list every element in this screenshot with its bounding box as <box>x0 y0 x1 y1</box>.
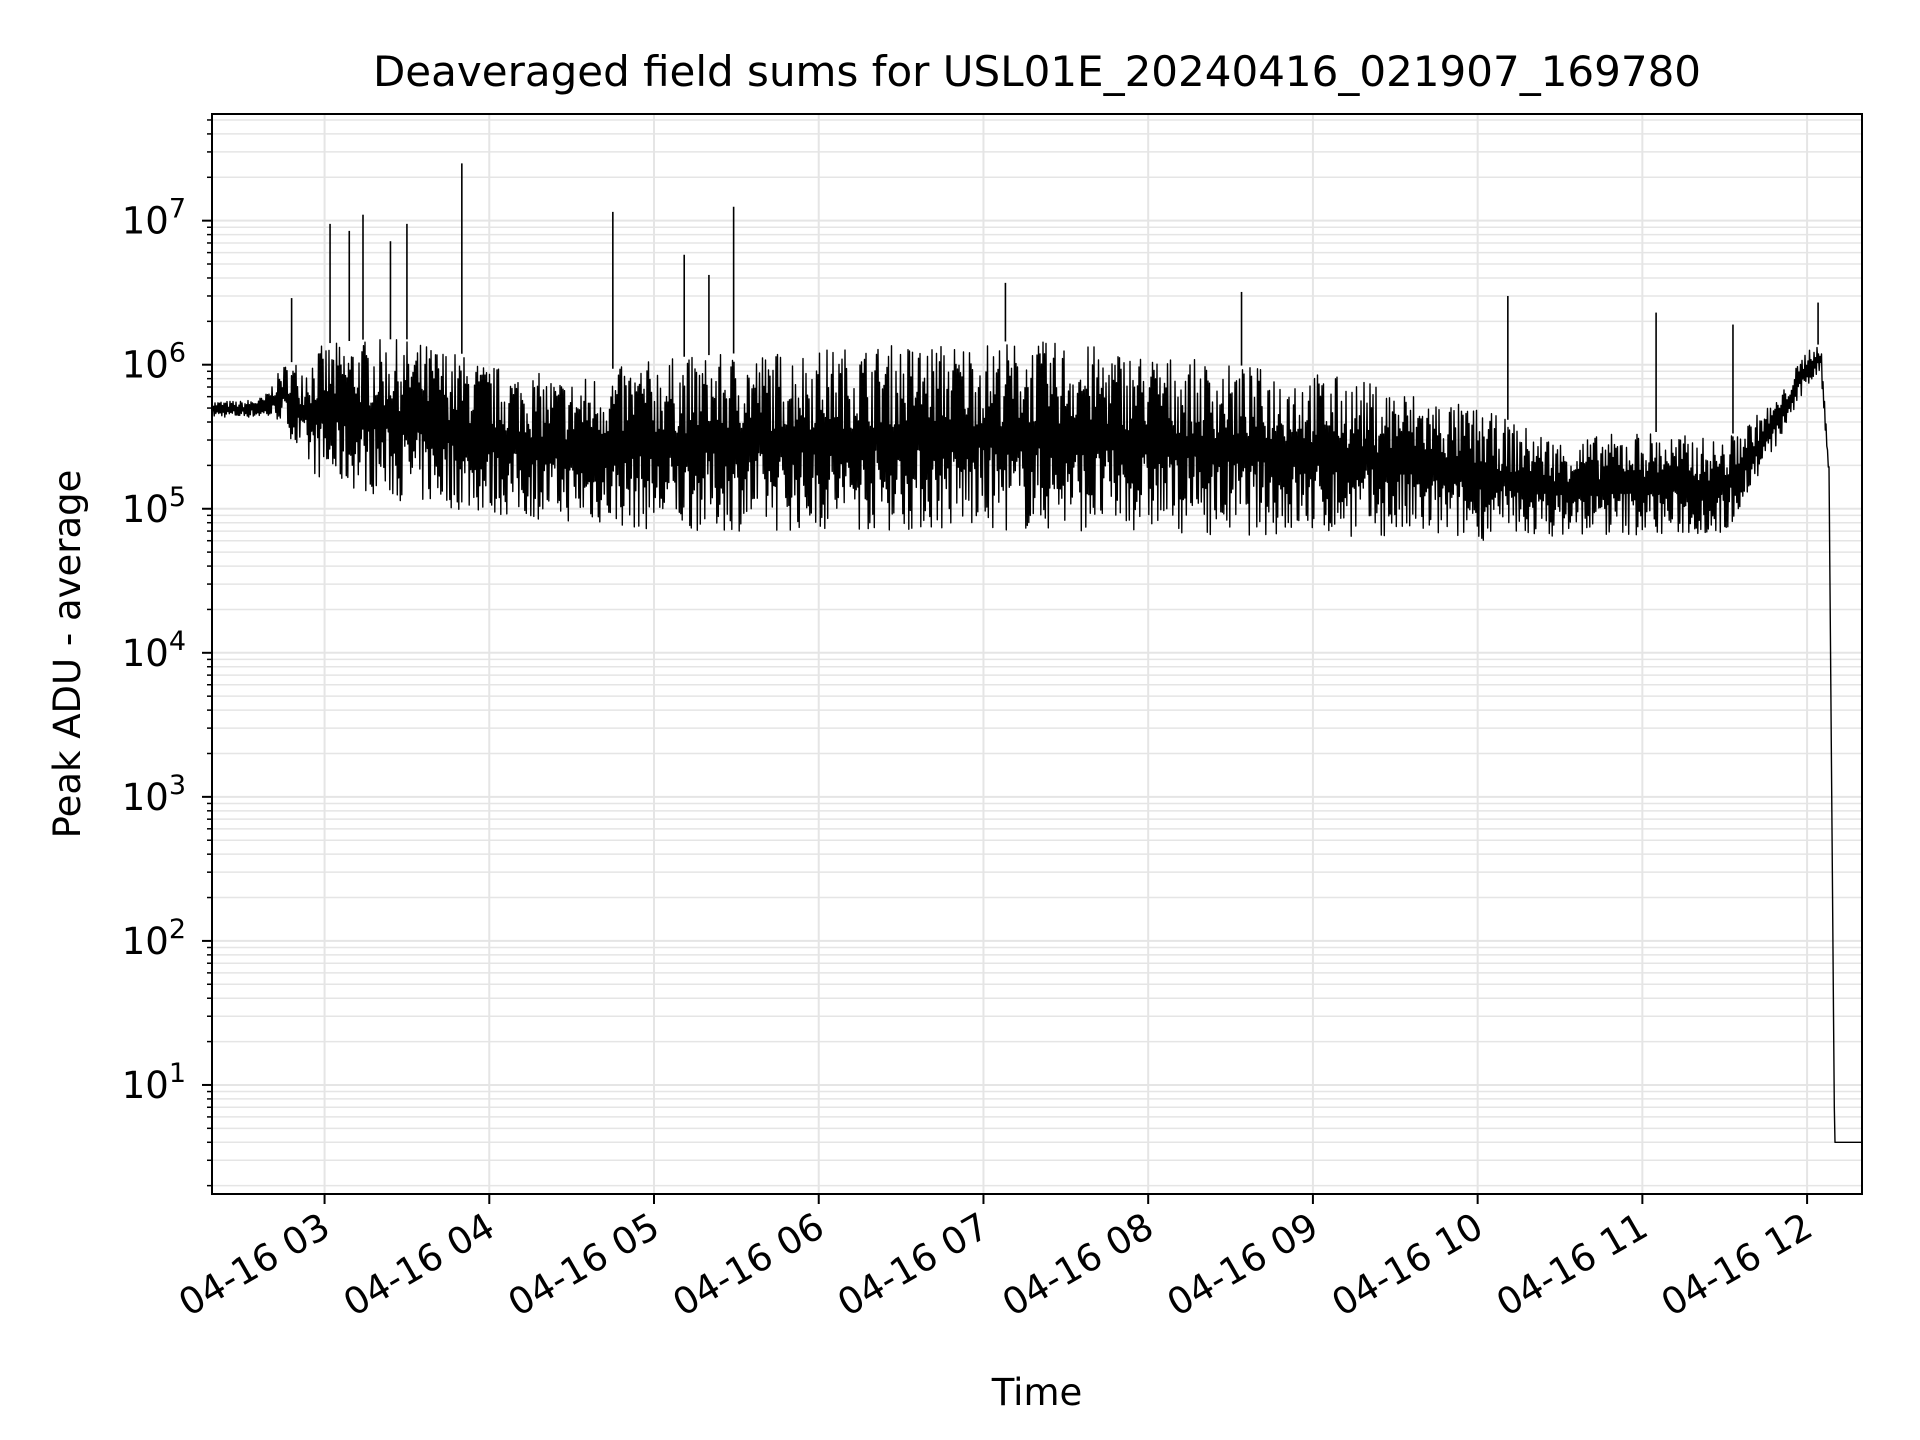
y-tick-label: 104 <box>122 626 186 675</box>
x-tick-label: 04-16 11 <box>1489 1205 1655 1325</box>
y-axis: 101 102 103 104 105 106 107 <box>122 119 212 1187</box>
x-axis-label: Time <box>991 1371 1083 1414</box>
x-tick-label: 04-16 04 <box>336 1205 502 1325</box>
grid <box>212 114 1862 1194</box>
y-tick-label: 103 <box>122 770 186 819</box>
y-tick-label: 107 <box>122 194 186 243</box>
data-line <box>211 339 1862 1143</box>
y-tick-label: 102 <box>122 914 186 963</box>
x-tick-label: 04-16 03 <box>171 1205 337 1325</box>
x-axis: 04-16 03 04-16 04 04-16 05 04-16 06 04-16 07… <box>171 1194 1820 1325</box>
x-tick-label: 04-16 08 <box>995 1205 1161 1325</box>
data-line-series <box>211 163 1862 1143</box>
axes-frame <box>211 113 1863 1195</box>
y-axis-label: Peak ADU - average <box>46 470 89 839</box>
x-tick-label: 04-16 12 <box>1654 1205 1820 1325</box>
x-tick-label: 04-16 06 <box>666 1205 832 1325</box>
y-tick-label: 101 <box>122 1058 186 1107</box>
x-tick-label: 04-16 05 <box>501 1205 667 1325</box>
y-tick-label: 105 <box>122 482 186 531</box>
y-tick-label: 106 <box>122 338 186 387</box>
chart-title: Deaveraged field sums for USL01E_2024041… <box>373 47 1701 96</box>
x-tick-label: 04-16 09 <box>1160 1205 1326 1325</box>
x-tick-label: 04-16 10 <box>1325 1205 1491 1325</box>
x-tick-label: 04-16 07 <box>830 1205 996 1325</box>
